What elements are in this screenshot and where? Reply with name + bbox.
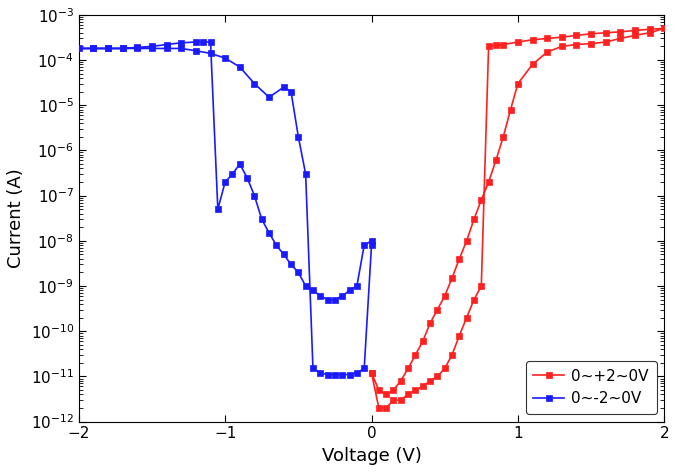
Y-axis label: Current (A): Current (A): [7, 169, 25, 268]
X-axis label: Voltage (V): Voltage (V): [322, 447, 421, 465]
0~+2~0V: [543, 35, 551, 41]
0~+2~0V: [441, 293, 449, 299]
0~-2~0V: [301, 283, 310, 289]
0~-2~0V: [89, 46, 97, 51]
Line: 0~-2~0V: 0~-2~0V: [76, 39, 375, 378]
0~+2~0V: [506, 107, 514, 112]
Line: 0~+2~0V: 0~+2~0V: [368, 25, 667, 411]
0~-2~0V: [324, 297, 332, 303]
0~+2~0V: [382, 405, 390, 411]
0~-2~0V: [353, 283, 361, 289]
0~-2~0V: [368, 242, 376, 248]
0~+2~0V: [492, 158, 500, 163]
0~-2~0V: [324, 372, 332, 378]
0~-2~0V: [368, 238, 376, 244]
0~+2~0V: [477, 197, 485, 203]
0~+2~0V: [368, 370, 376, 376]
0~-2~0V: [206, 39, 214, 45]
Legend: 0~+2~0V, 0~-2~0V: 0~+2~0V, 0~-2~0V: [526, 361, 656, 414]
0~-2~0V: [258, 217, 266, 222]
0~+2~0V: [660, 25, 669, 31]
0~-2~0V: [236, 64, 244, 70]
0~+2~0V: [368, 370, 376, 376]
0~+2~0V: [514, 81, 522, 86]
